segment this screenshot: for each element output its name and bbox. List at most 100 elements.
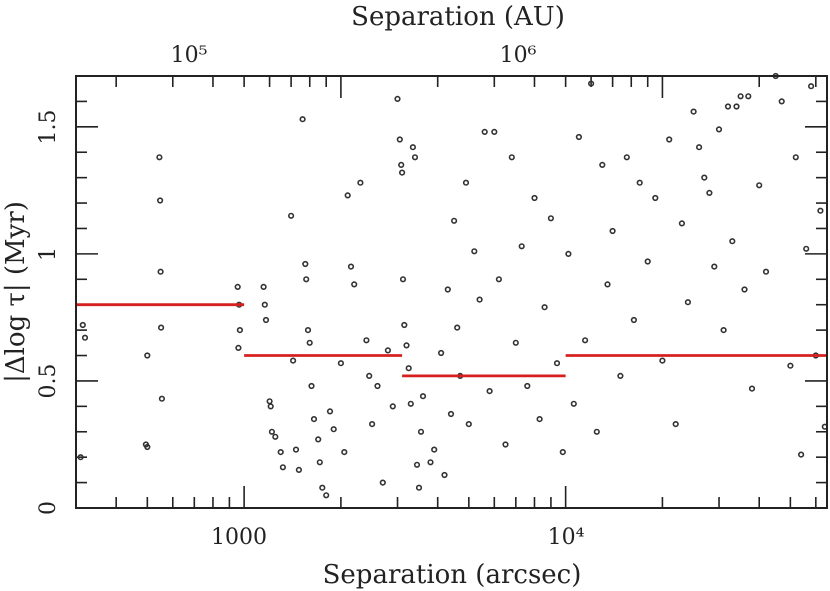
data-point: [427, 459, 434, 466]
data-point: [403, 342, 410, 349]
data-point: [81, 334, 89, 341]
y-tick-label-1: 1: [36, 247, 61, 261]
data-point: [306, 339, 313, 346]
data-point: [316, 459, 323, 466]
data-point: [326, 408, 334, 415]
data-point: [144, 352, 151, 359]
data-point: [277, 449, 284, 456]
tick-layer: [75, 75, 827, 509]
data-point: [817, 207, 824, 214]
data-point: [156, 154, 163, 161]
data-point: [384, 347, 392, 354]
x-tick-label-10e4: 10⁴: [548, 525, 585, 550]
data-point: [593, 428, 600, 435]
data-point: [341, 449, 348, 456]
data-point: [565, 250, 572, 257]
data-point: [644, 258, 651, 265]
data-point: [409, 144, 417, 151]
data-point: [447, 410, 455, 418]
data-point: [471, 248, 478, 255]
data-point: [599, 161, 606, 168]
data-point: [581, 337, 589, 344]
data-point: [729, 238, 736, 245]
data-point: [288, 212, 295, 219]
data-point: [366, 372, 373, 380]
data-point: [347, 263, 355, 270]
data-point: [323, 492, 330, 499]
data-point: [541, 304, 548, 311]
data-point: [389, 403, 396, 410]
data-point: [394, 95, 401, 102]
data-point: [724, 103, 732, 110]
data-point: [290, 357, 297, 364]
data-point: [303, 276, 310, 283]
data-point: [261, 301, 268, 308]
data-point: [733, 103, 740, 110]
top-tick-label-10e5: 10⁵: [171, 43, 208, 68]
data-point: [77, 454, 84, 461]
data-point: [417, 428, 425, 435]
data-point: [310, 416, 318, 423]
binned-mean-lines: [76, 303, 827, 378]
top-tick-label-10e6: 10⁶: [500, 43, 537, 68]
data-point: [792, 154, 799, 161]
data-point: [609, 227, 616, 235]
data-point: [344, 192, 351, 199]
data-point: [374, 382, 381, 390]
data-point: [741, 286, 748, 293]
data-point: [441, 471, 448, 479]
data-point: [399, 276, 407, 283]
top-axis-title: Separation (AU): [351, 2, 565, 32]
data-point: [604, 281, 611, 288]
data-point: [304, 327, 312, 334]
data-point: [444, 286, 451, 293]
data-point: [157, 197, 164, 204]
x-tick-label-1000: 1000: [211, 525, 267, 550]
data-point: [379, 479, 386, 486]
data-point: [491, 128, 498, 135]
x-axis-title: Separation (arcsec): [323, 560, 582, 590]
data-point: [803, 245, 810, 252]
data-point: [260, 283, 267, 291]
data-point: [462, 179, 470, 186]
data-point: [407, 400, 414, 407]
data-point: [411, 154, 419, 161]
data-point: [236, 327, 243, 334]
data-point: [415, 484, 423, 491]
data-point: [396, 136, 403, 143]
data-point: [268, 428, 276, 435]
data-point: [454, 324, 461, 331]
data-point: [553, 360, 561, 367]
data-point: [531, 194, 538, 202]
data-point: [737, 93, 744, 100]
data-point: [666, 136, 673, 143]
y-tick-label-1-5: 1.5: [36, 110, 61, 145]
data-point: [652, 194, 659, 202]
data-point: [330, 426, 337, 433]
data-point: [706, 189, 713, 196]
data-point: [512, 339, 519, 346]
data-points: [77, 72, 828, 499]
data-point: [337, 360, 345, 367]
data-point: [401, 321, 408, 329]
data-point: [678, 220, 686, 227]
data-point: [762, 268, 770, 275]
data-point: [701, 174, 708, 181]
data-point: [235, 344, 242, 352]
data-point: [79, 321, 86, 329]
data-point: [157, 268, 164, 275]
data-point: [690, 108, 697, 115]
data-point: [672, 421, 679, 428]
plot-frame: [75, 75, 828, 509]
data-point: [158, 395, 165, 402]
data-point: [351, 281, 358, 288]
data-point: [570, 400, 577, 407]
data-point: [787, 362, 794, 369]
data-point: [715, 126, 723, 133]
data-point: [308, 382, 315, 390]
data-point: [476, 296, 483, 303]
data-point: [559, 449, 566, 456]
data-point: [357, 179, 364, 186]
data-point: [684, 299, 692, 306]
